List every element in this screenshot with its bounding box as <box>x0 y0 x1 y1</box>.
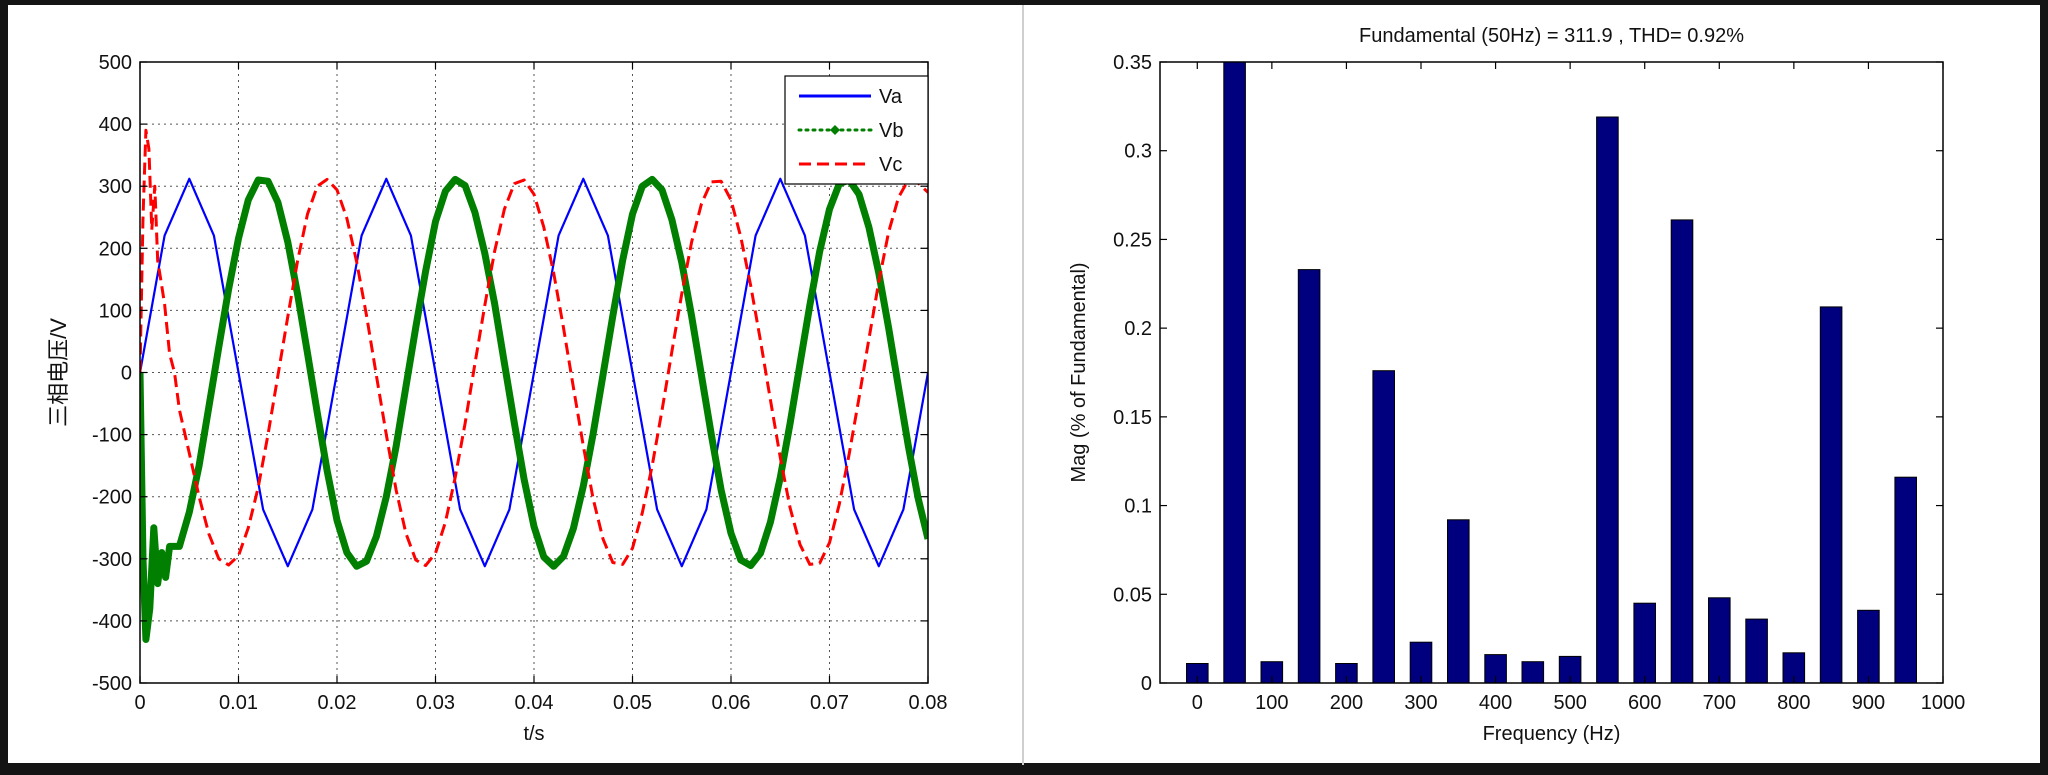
x-tick-label: 400 <box>1479 692 1512 714</box>
y-tick-label: -300 <box>92 549 132 571</box>
x-tick-label: 300 <box>1404 692 1437 714</box>
y-tick-label: 0.3 <box>1124 141 1152 163</box>
x-tick-label: 700 <box>1703 692 1736 714</box>
bar-450hz <box>1521 661 1545 684</box>
chart-title: Fundamental (50Hz) = 311.9 , THD= 0.92% <box>1359 25 1744 47</box>
frame-right <box>2040 0 2048 775</box>
x-tick-label: 0.03 <box>416 692 455 714</box>
y-axis-label: 三相电压/V <box>46 318 71 427</box>
x-tick-label: 0.06 <box>712 692 751 714</box>
y-tick-label: -100 <box>92 425 132 447</box>
x-tick-label: 0.07 <box>810 692 849 714</box>
x-tick-label: 600 <box>1628 692 1661 714</box>
bar-650hz <box>1670 219 1694 684</box>
legend-label-vc: Vc <box>879 154 902 176</box>
x-tick-label: 500 <box>1553 692 1586 714</box>
bar-750hz <box>1745 618 1768 684</box>
y-tick-label: 400 <box>99 114 132 136</box>
x-tick-label: 100 <box>1255 692 1288 714</box>
x-tick-label: 0 <box>134 692 145 714</box>
frame-bottom <box>0 763 2048 775</box>
bar-50hz <box>1223 61 1246 684</box>
plot-frame <box>1159 61 1944 684</box>
bar-850hz <box>1819 306 1843 684</box>
y-tick-label: 500 <box>99 52 132 74</box>
y-tick-label: 0 <box>1141 673 1152 695</box>
legend-marker-vb <box>830 125 840 135</box>
x-axis-label: Frequency (Hz) <box>1483 723 1621 745</box>
y-tick-label: 0.1 <box>1124 496 1152 518</box>
y-tick-label: 0.2 <box>1124 318 1152 340</box>
plot-area <box>1160 62 1943 683</box>
y-tick-label: 0.15 <box>1113 407 1152 429</box>
bar-550hz <box>1596 116 1619 684</box>
series-line-va <box>140 177 928 568</box>
y-tick-label: -400 <box>92 611 132 633</box>
x-tick-label: 0.05 <box>613 692 652 714</box>
x-tick-label: 0 <box>1192 692 1203 714</box>
x-axis-label: t/s <box>523 723 544 745</box>
panel-divider <box>1022 5 1024 765</box>
frame-top <box>0 0 2048 5</box>
x-tick-label: 900 <box>1852 692 1885 714</box>
x-tick-label: 0.04 <box>515 692 554 714</box>
y-tick-label: 200 <box>99 238 132 260</box>
x-tick-label: 800 <box>1777 692 1810 714</box>
y-tick-label: 0.05 <box>1113 584 1152 606</box>
x-tick-label: 0.02 <box>318 692 357 714</box>
voltage-waveform-chart: 0 0.01 0.02 0.03 0.04 0.05 0.06 0.07 0.08 -500 -40… <box>46 52 948 745</box>
series-line-vb <box>140 175 928 643</box>
bar-600hz <box>1633 602 1657 684</box>
bar-700hz <box>1708 597 1731 684</box>
x-tick-label: 0.08 <box>909 692 948 714</box>
bar-250hz <box>1372 370 1396 684</box>
y-tick-label: 0 <box>121 363 132 385</box>
bar-150hz <box>1297 269 1321 684</box>
bar-950hz <box>1894 476 1918 684</box>
y-tick-label: -200 <box>92 487 132 509</box>
x-tick-label: 1000 <box>1921 692 1966 714</box>
x-tick-label: 0.01 <box>219 692 258 714</box>
frame-left <box>0 0 8 775</box>
y-tick-label: 300 <box>99 176 132 198</box>
bar-350hz <box>1447 519 1470 684</box>
legend-label-vb: Vb <box>879 120 903 142</box>
bar-900hz <box>1857 609 1880 684</box>
y-tick-label: -500 <box>92 673 132 695</box>
y-axis-label: Mag (% of Fundamental) <box>1068 262 1090 482</box>
y-tick-label: 0.25 <box>1113 229 1152 251</box>
y-tick-label: 100 <box>99 300 132 322</box>
y-tick-label: 0.35 <box>1113 52 1152 74</box>
legend-label-va: Va <box>879 86 903 108</box>
series-line-vc <box>140 128 928 568</box>
x-tick-label: 200 <box>1330 692 1363 714</box>
